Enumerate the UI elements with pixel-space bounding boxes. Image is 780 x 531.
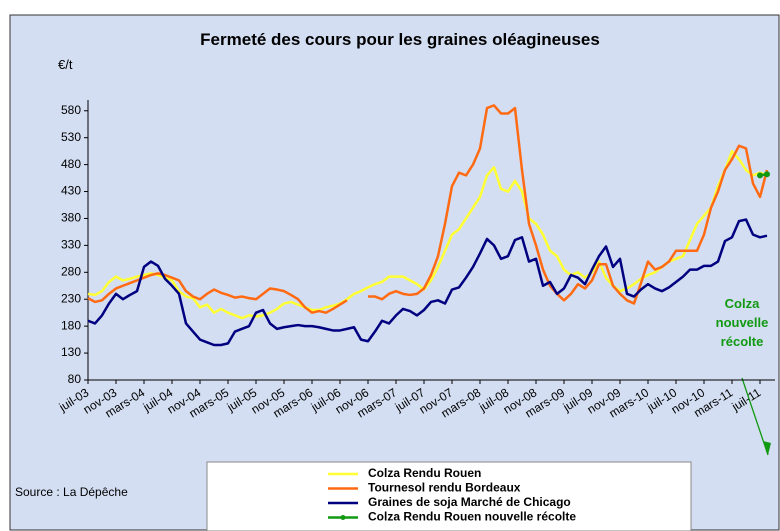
- legend-marker: [340, 515, 346, 520]
- y-tick-label: 80: [68, 372, 82, 386]
- y-tick-label: 380: [61, 211, 81, 225]
- y-tick-label: 130: [61, 345, 81, 359]
- series-point: [764, 171, 770, 178]
- legend-label: Graines de soja Marché de Chicago: [368, 495, 571, 509]
- chart-background: [9, 14, 780, 531]
- legend-label: Colza Rendu Rouen nouvelle récolte: [368, 510, 576, 524]
- series-line: [87, 104, 769, 314]
- series-point: [757, 172, 763, 179]
- y-tick-label: 180: [61, 318, 81, 332]
- annotation: nouvelle: [716, 315, 769, 330]
- y-tick-label: 330: [61, 238, 81, 252]
- series-line: [87, 218, 768, 347]
- annotation-arrowhead: [763, 441, 771, 455]
- y-tick-label: 530: [61, 130, 81, 144]
- annotation: récolte: [721, 334, 764, 349]
- legend-box: [206, 461, 692, 531]
- series-line: [87, 149, 768, 320]
- y-tick-label: 580: [61, 103, 81, 117]
- legend-label: Colza Rendu Rouen: [368, 466, 481, 480]
- source: Source : La Dépêche: [15, 485, 128, 499]
- chart-title: Fermeté des cours pour les graines oléag…: [200, 30, 600, 49]
- y-tick-label: 230: [61, 291, 81, 305]
- y-tick-label: 430: [61, 184, 81, 198]
- annotation: Colza: [725, 296, 760, 311]
- legend-label: Tournesol rendu Bordeaux: [368, 481, 521, 495]
- y-tick-label: 280: [61, 264, 81, 278]
- y-unit: €/t: [58, 57, 73, 72]
- y-tick-label: 480: [61, 157, 81, 171]
